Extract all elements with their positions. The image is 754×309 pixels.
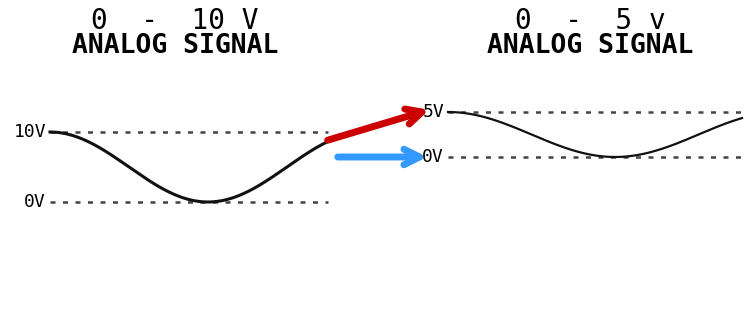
Text: 10V: 10V (14, 123, 46, 141)
Text: 0V: 0V (422, 148, 444, 166)
Text: ANALOG SIGNAL: ANALOG SIGNAL (72, 33, 278, 59)
Text: 0  -  5 v: 0 - 5 v (515, 7, 665, 35)
Text: 5V: 5V (422, 103, 444, 121)
Text: 0  -  10 V: 0 - 10 V (91, 7, 259, 35)
Text: ANALOG SIGNAL: ANALOG SIGNAL (487, 33, 693, 59)
Text: 0V: 0V (24, 193, 46, 211)
